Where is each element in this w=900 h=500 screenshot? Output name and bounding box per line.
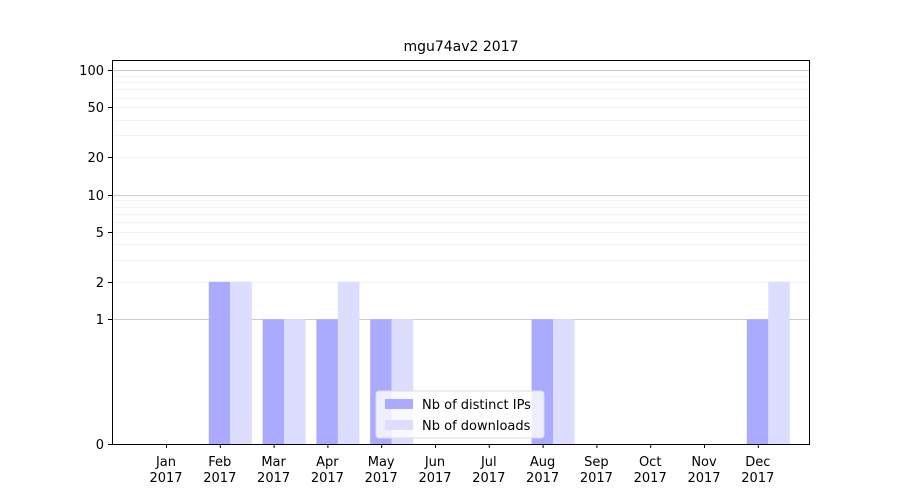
x-tick-label-month: Sep (584, 455, 609, 470)
x-tick-label-month: Jan (155, 455, 176, 470)
x-tick-label-year: 2017 (365, 471, 398, 486)
legend-box (375, 390, 545, 439)
x-tick-label-month: Dec (745, 455, 770, 470)
x-tick-label-month: Jun (424, 455, 445, 470)
y-tick-label: 0 (96, 438, 104, 453)
grid-lines (112, 70, 810, 320)
legend-swatch (385, 420, 413, 430)
y-axis: 0 1 2 5 10 20 50 100 (79, 64, 112, 453)
x-tick-label-year: 2017 (311, 471, 344, 486)
y-tick-label: 5 (96, 226, 104, 241)
legend-label: Nb of distinct IPs (422, 398, 531, 413)
legend-label: Nb of downloads (422, 419, 531, 434)
x-tick-label-year: 2017 (580, 471, 613, 486)
x-tick-label-year: 2017 (472, 471, 505, 486)
x-axis: Jan2017Feb2017Mar2017Apr2017May2017Jun20… (149, 444, 774, 486)
x-tick-label-year: 2017 (149, 471, 182, 486)
y-tick-label: 2 (96, 276, 104, 291)
x-tick-label-month: Nov (691, 455, 717, 470)
x-tick-label-month: May (368, 455, 395, 470)
x-tick-label-year: 2017 (257, 471, 290, 486)
bar-downloads (230, 281, 252, 444)
x-tick-label-year: 2017 (203, 471, 236, 486)
bar-downloads (553, 319, 575, 444)
x-tick-label-year: 2017 (526, 471, 559, 486)
y-tick-label: 1 (96, 313, 104, 328)
x-tick-label-month: Apr (316, 455, 339, 470)
y-tick-label: 10 (87, 189, 104, 204)
x-tick-label-year: 2017 (634, 471, 667, 486)
x-tick-label-month: Oct (639, 455, 661, 470)
x-tick-label-month: Jul (480, 455, 497, 470)
y-tick-label: 100 (79, 64, 104, 79)
legend-swatch (385, 399, 413, 409)
plot-frame (112, 60, 810, 445)
bar-downloads (284, 319, 306, 444)
bar-downloads (768, 281, 790, 444)
bar-distinct-ips (262, 319, 285, 444)
bar-downloads (337, 281, 360, 444)
x-tick-label-month: Aug (530, 455, 555, 470)
x-tick-label-year: 2017 (687, 471, 720, 486)
x-tick-label-year: 2017 (741, 471, 774, 486)
x-tick-label-month: Mar (261, 455, 286, 470)
bar-distinct-ips (208, 281, 231, 444)
legend: Nb of distinct IPs Nb of downloads (375, 390, 545, 439)
y-tick-label: 20 (87, 151, 104, 166)
x-tick-label-month: Feb (208, 455, 231, 470)
x-tick-label-year: 2017 (418, 471, 451, 486)
chart-title: mgu74av2 2017 (403, 39, 518, 55)
y-tick-label: 50 (87, 101, 104, 116)
bar-distinct-ips (316, 319, 338, 444)
bar-distinct-ips (746, 319, 769, 444)
